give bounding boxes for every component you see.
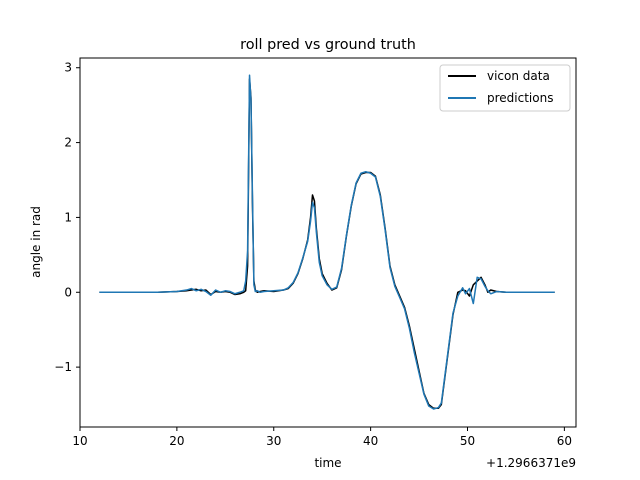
x-tick-label: 30	[266, 434, 281, 448]
axes-frame	[79, 57, 577, 428]
y-tick-label: −1	[54, 360, 72, 374]
plot-area: 10 20 30 40 50 60 −1 0 1 2 3	[54, 57, 577, 448]
y-tick-label: 1	[64, 210, 72, 224]
x-axis-label: time	[314, 456, 341, 470]
series-line-predictions	[99, 74, 555, 410]
y-tick-label: 0	[64, 285, 72, 299]
y-tick-label: 2	[64, 136, 72, 150]
legend: vicon data predictions	[439, 64, 571, 112]
x-tick-label: 60	[557, 434, 572, 448]
legend-label-predictions: predictions	[487, 91, 553, 105]
x-axis-ticks: 10 20 30 40 50 60	[72, 427, 572, 448]
x-tick-label: 50	[460, 434, 475, 448]
x-tick-label: 10	[72, 434, 87, 448]
y-tick-label: 3	[64, 61, 72, 75]
chart-title: roll pred vs ground truth	[240, 37, 416, 53]
y-axis-label: angle in rad	[29, 206, 43, 278]
x-offset-label: +1.2966371e9	[486, 456, 576, 470]
legend-label-vicon: vicon data	[487, 69, 550, 83]
x-tick-label: 40	[363, 434, 378, 448]
y-axis-ticks: −1 0 1 2 3	[54, 61, 80, 374]
x-tick-label: 20	[169, 434, 184, 448]
series-layer	[99, 74, 555, 410]
